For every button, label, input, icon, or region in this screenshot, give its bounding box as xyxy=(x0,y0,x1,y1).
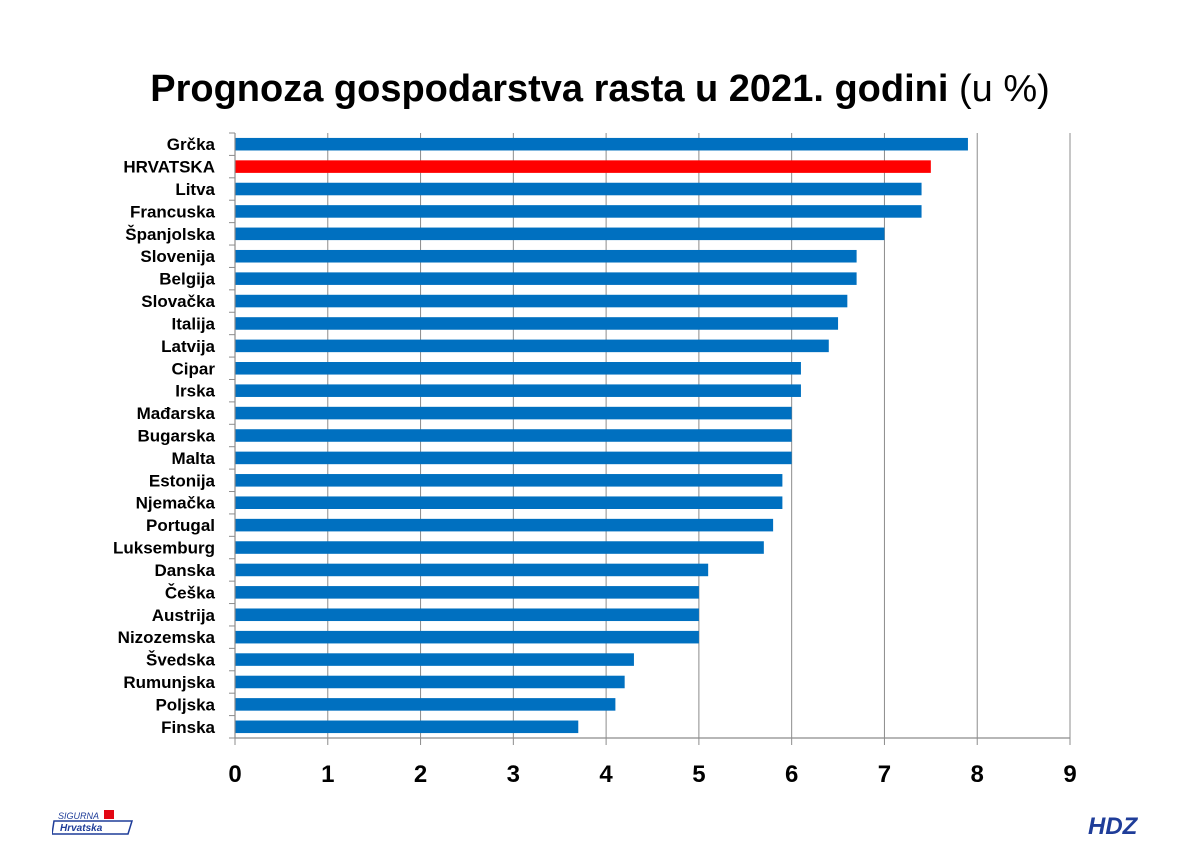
category-label: Finska xyxy=(161,718,215,737)
bar xyxy=(235,720,579,734)
chart-title-unit: (u %) xyxy=(958,68,1050,110)
bar-chart: Grčka HRVATSKA Litva Francuska Španjolska Slo… xyxy=(113,132,1077,788)
bar xyxy=(235,586,699,599)
category-label: Austrija xyxy=(152,606,216,625)
category-label: Litva xyxy=(175,180,215,199)
x-tick-label: 9 xyxy=(1063,761,1076,788)
bar xyxy=(235,451,792,465)
bar xyxy=(235,563,709,577)
sigurna-hrvatska-logo: SIGURNA Hrvatska xyxy=(52,810,134,835)
bar xyxy=(235,518,774,532)
category-label: Poljska xyxy=(155,695,215,714)
category-label: Slovenija xyxy=(140,247,215,266)
bar xyxy=(235,675,625,689)
category-label: Cipar xyxy=(172,359,216,378)
category-label: Danska xyxy=(155,561,216,580)
x-tick-label: 6 xyxy=(785,761,798,788)
category-label: Latvija xyxy=(161,337,215,356)
x-tick-labels: 0 1 2 3 4 5 6 7 8 9 xyxy=(228,761,1076,788)
axes xyxy=(229,132,1071,745)
x-tick-label: 4 xyxy=(599,761,613,788)
category-label: Češka xyxy=(165,583,216,602)
category-label: Portugal xyxy=(146,516,215,535)
bar xyxy=(235,227,885,241)
bar xyxy=(235,384,801,397)
category-label: Estonija xyxy=(149,471,216,490)
category-label: Grčka xyxy=(167,135,216,154)
category-label: Bugarska xyxy=(138,427,216,446)
x-tick-label: 3 xyxy=(507,761,520,788)
bar xyxy=(235,608,699,622)
category-label: Italija xyxy=(172,314,216,333)
category-label: Francuska xyxy=(130,202,216,221)
category-label: Rumunjska xyxy=(123,673,215,692)
x-tick-label: 5 xyxy=(692,761,705,788)
bar xyxy=(235,249,857,263)
bar xyxy=(235,429,792,442)
category-label: Belgija xyxy=(159,270,215,289)
bar xyxy=(235,496,783,509)
bar xyxy=(235,406,792,420)
category-label: Švedska xyxy=(146,651,216,670)
bar xyxy=(235,272,857,285)
bar xyxy=(235,137,968,151)
x-tick-label: 7 xyxy=(878,761,891,788)
category-label: Mađarska xyxy=(137,404,216,423)
category-label: Luksemburg xyxy=(113,539,215,558)
chart-title: Prognoza gospodarstva rasta u 2021. godi… xyxy=(0,68,1200,111)
x-tick-label: 1 xyxy=(321,761,334,788)
bar xyxy=(235,630,699,644)
bar xyxy=(235,294,848,308)
category-label: Njemačka xyxy=(136,494,216,513)
hdz-logo: HDZ xyxy=(1088,813,1139,838)
logo-left-line1: SIGURNA xyxy=(58,811,99,821)
category-label: HRVATSKA xyxy=(123,158,215,177)
category-label: Nizozemska xyxy=(118,628,216,647)
bar xyxy=(235,182,922,196)
logo-right-text: HDZ xyxy=(1088,813,1139,838)
logo-left-line2: Hrvatska xyxy=(60,823,103,834)
bar xyxy=(235,541,764,554)
bar xyxy=(235,698,616,711)
category-labels: Grčka HRVATSKA Litva Francuska Španjolska Slo… xyxy=(113,135,216,737)
bars xyxy=(235,137,968,734)
category-label: Malta xyxy=(172,449,216,468)
x-tick-label: 8 xyxy=(971,761,984,788)
bar xyxy=(235,474,783,487)
category-label: Španjolska xyxy=(125,225,215,244)
chart-title-main: Prognoza gospodarstva rasta u 2021. godi… xyxy=(150,68,949,110)
bar xyxy=(235,339,829,353)
category-label: Slovačka xyxy=(141,292,215,311)
bar xyxy=(235,317,839,330)
bar xyxy=(235,362,801,375)
bar xyxy=(235,160,931,173)
x-tick-label: 2 xyxy=(414,761,427,788)
x-tick-label: 0 xyxy=(228,761,241,788)
category-label: Irska xyxy=(175,382,215,401)
bar xyxy=(235,653,634,666)
bar xyxy=(235,205,922,218)
